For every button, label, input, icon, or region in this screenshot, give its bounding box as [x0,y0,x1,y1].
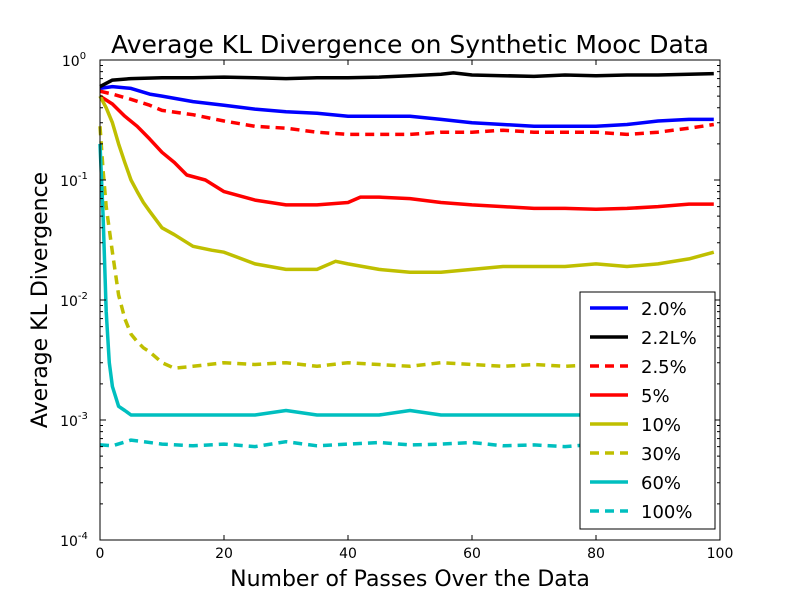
x-tick-label-3: 60 [463,546,481,562]
y-tick-label-3: 10-1 [60,171,88,190]
series-line-3 [99,94,714,212]
x-axis-label: Number of Passes Over the Data [230,567,590,592]
y-tick-label-2: 10-2 [60,291,88,310]
legend-label-0: 2.0% [641,299,687,320]
series-line-1 [99,71,714,89]
x-axis: 0 20 40 60 80 100 [96,60,734,562]
chart-title: Average KL Divergence on Synthetic Mooc … [111,30,709,59]
x-tick-label-4: 80 [587,546,605,562]
series-line-5 [98,126,714,370]
y-tick-label-0: 10-4 [60,531,88,550]
series-line-2 [99,89,715,137]
x-tick-label-5: 100 [707,546,734,562]
legend-label-3: 5% [641,386,670,407]
legend-label-4: 10% [641,415,681,436]
x-tick-label-0: 0 [96,546,105,562]
legend-label-7: 100% [641,502,692,523]
legend-box [579,291,716,530]
series-line-0 [99,84,714,129]
x-tick-label-1: 20 [215,546,233,562]
y-tick-label-1: 10-3 [60,411,88,430]
y-axis: 10-4 10-3 10-2 10-1 100 [60,51,720,550]
y-tick-label-4: 100 [62,51,86,70]
legend-label-5: 30% [641,444,681,465]
legend-label-2: 2.5% [641,357,687,378]
legend: 2.0% 2.2L% 2.5% 5% 10% 30% 60% 100% [579,291,716,530]
legend-label-6: 60% [641,473,681,494]
y-axis-label: Average KL Divergence [28,172,53,428]
x-tick-label-2: 40 [339,546,357,562]
legend-label-1: 2.2L% [641,328,697,349]
series-line-4 [98,95,715,275]
